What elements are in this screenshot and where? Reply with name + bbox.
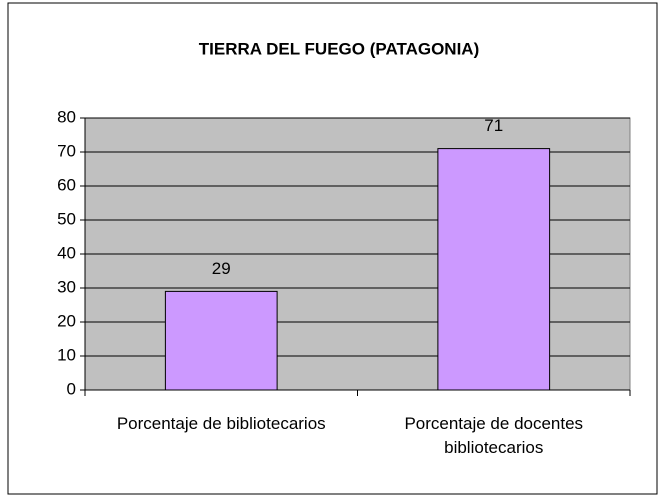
chart-title: TIERRA DEL FUEGO (PATAGONIA): [199, 39, 480, 58]
y-tick-label: 40: [57, 243, 76, 262]
y-tick-label: 60: [57, 175, 76, 194]
y-tick-label: 20: [57, 311, 76, 330]
y-tick-label: 30: [57, 277, 76, 296]
x-tick-label: Porcentaje de bibliotecarios: [116, 414, 326, 433]
x-tick-label: Porcentaje de docentes bibliotecarios: [404, 414, 584, 457]
y-tick-label: 70: [57, 141, 76, 160]
bar: [437, 148, 551, 391]
bar: [164, 290, 278, 391]
y-tick-label: 10: [57, 345, 76, 364]
y-tick-label: 50: [57, 209, 76, 228]
y-tick-label: 80: [57, 107, 76, 126]
data-label: 71: [484, 116, 503, 135]
data-label: 29: [212, 259, 231, 278]
y-tick-label: 0: [67, 379, 76, 398]
